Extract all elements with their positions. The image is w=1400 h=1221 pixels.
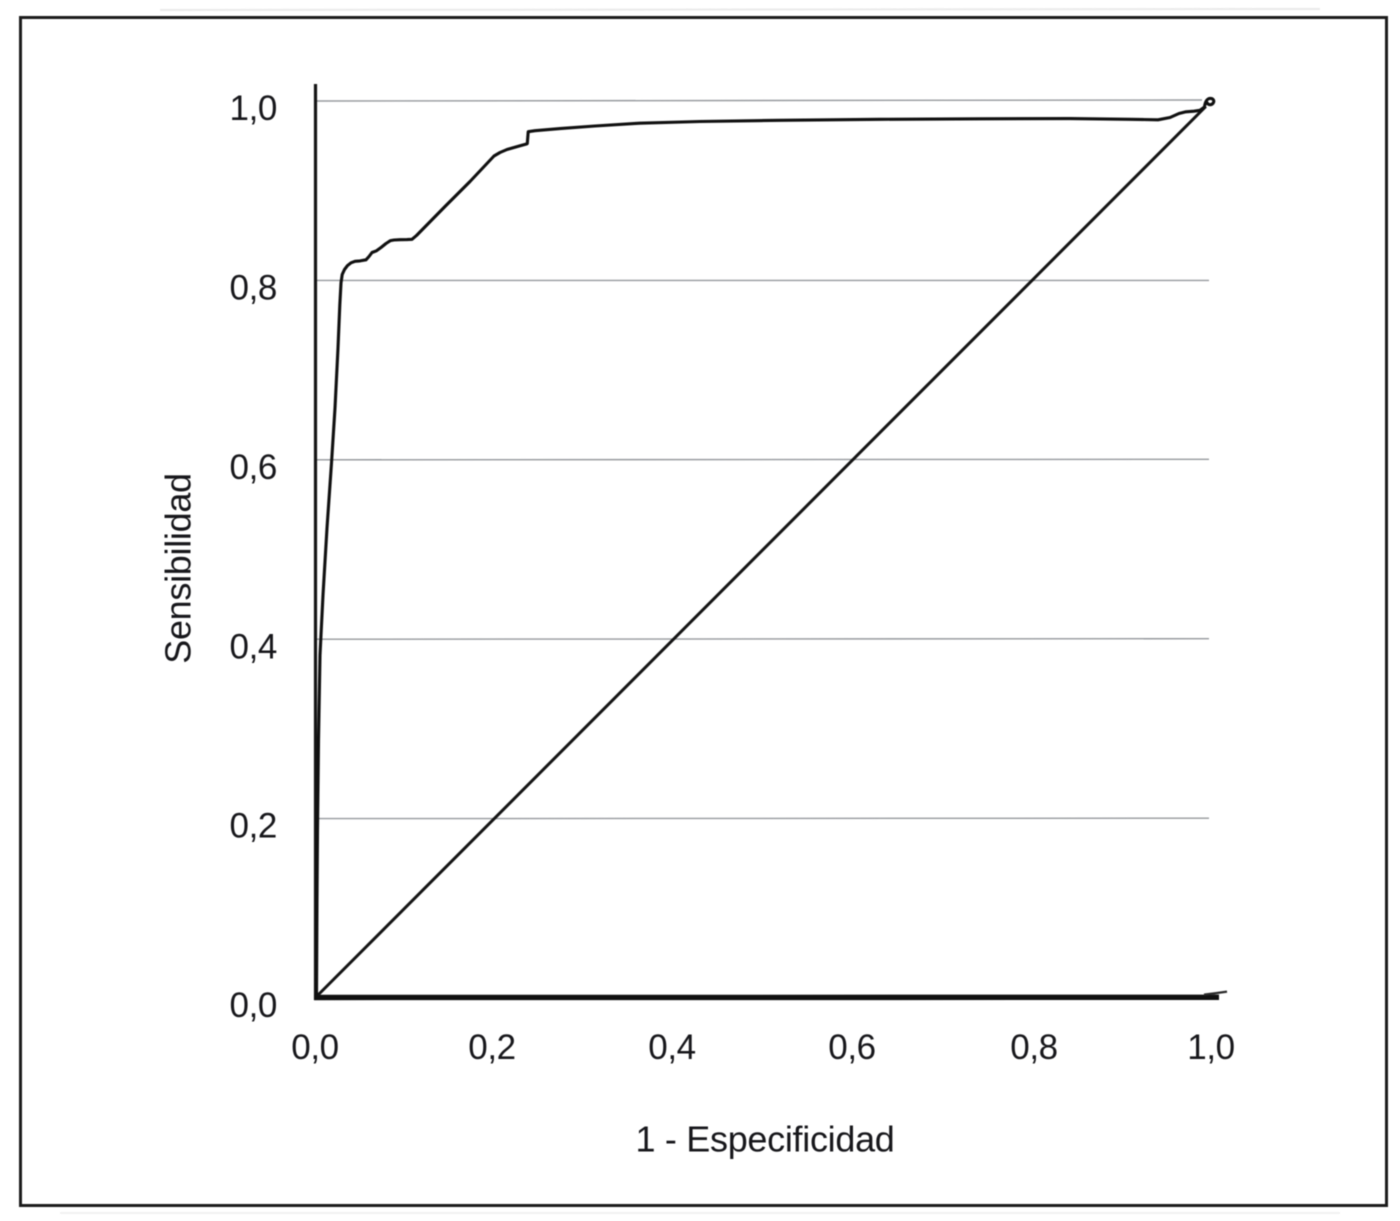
svg-text:0,6: 0,6 [230,448,277,487]
svg-text:0,0: 0,0 [291,1028,338,1067]
svg-text:0,2: 0,2 [468,1028,515,1067]
svg-text:1,0: 1,0 [1187,1028,1234,1067]
svg-text:0,4: 0,4 [230,627,277,666]
svg-text:0,4: 0,4 [648,1028,695,1067]
svg-text:Sensibilidad: Sensibilidad [158,473,199,664]
svg-text:0,6: 0,6 [828,1028,875,1067]
svg-text:0,0: 0,0 [230,986,277,1025]
svg-text:0,2: 0,2 [230,807,277,846]
svg-text:0,8: 0,8 [230,269,277,308]
svg-text:0,8: 0,8 [1010,1028,1057,1067]
svg-text:1,0: 1,0 [230,89,277,128]
svg-text:1 - Especificidad: 1 - Especificidad [635,1119,894,1160]
